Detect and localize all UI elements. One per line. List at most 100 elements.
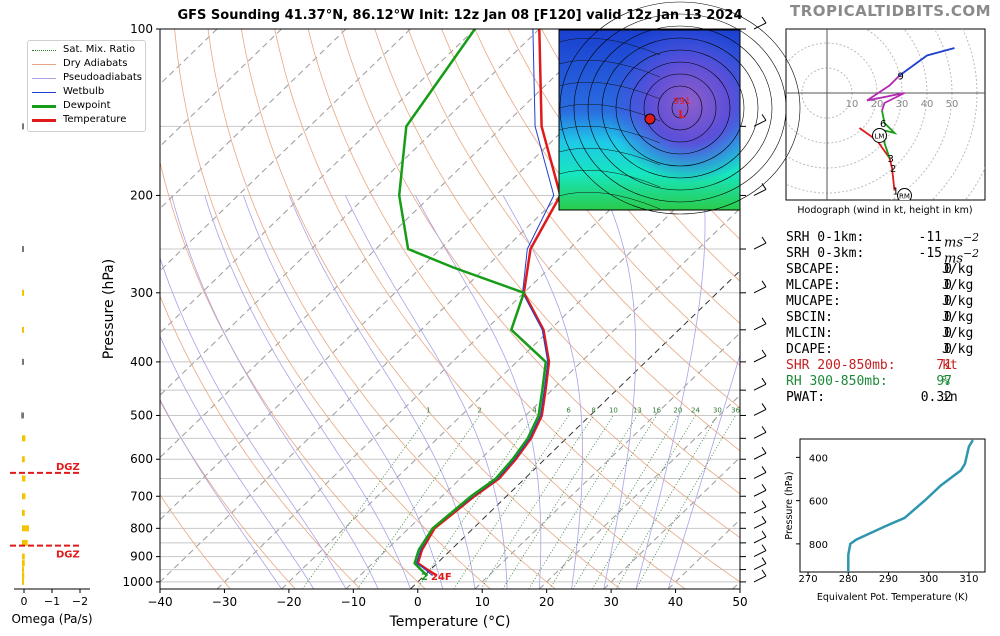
theta-e-frame [799, 438, 986, 573]
stat-unit: kt [942, 358, 958, 373]
stat-unit: J/kg [942, 326, 974, 341]
surface-dewpoint-label: 2 [421, 572, 428, 583]
x-tick-label: 10 [475, 595, 490, 609]
pseudoadiabat-line [603, 195, 637, 589]
theta-y-tick-label: 400 [809, 453, 828, 464]
stat-unit: J/kg [942, 278, 974, 293]
omega-bar [22, 475, 26, 482]
isotherm-line [160, 29, 605, 459]
hodograph-caption: Hodograph (wind in kt, height in km) [797, 205, 972, 216]
isotherm-line [160, 29, 347, 210]
isobar-contour [587, 25, 773, 191]
barb-feather [761, 349, 767, 357]
omega-bar [22, 572, 25, 579]
hodograph-ring-label: 10 [846, 99, 859, 110]
barb-staff [753, 286, 767, 294]
stat-value: 0 [944, 310, 952, 325]
state-border [558, 191, 661, 210]
stat-value: -11 [918, 230, 942, 245]
stat-sbcin: SBCIN: 0 J/kg [786, 310, 986, 326]
dry-adiabat-line [240, 29, 621, 589]
hodograph-ring-label: 10 [769, 99, 782, 110]
pseudoadiabat-line [204, 195, 411, 589]
mixing-ratio-line [453, 415, 569, 589]
barb-staff [753, 242, 767, 250]
omega-bar [22, 435, 26, 442]
y-tick-label: 200 [130, 188, 153, 202]
barb-feather [761, 377, 767, 385]
hodograph-height-label: 1 [893, 187, 899, 198]
legend-label: Wetbulb [63, 86, 105, 97]
barb-feather [761, 569, 767, 577]
barb-feather [761, 426, 767, 433]
stat-unit: J/kg [942, 342, 974, 357]
pseudoadiabat-line [502, 195, 583, 589]
isobar-contour [629, 61, 731, 155]
omega-plot: 0 −1 −2 DGZ DGZ Omega (Pa/s) [10, 123, 93, 626]
dry-adiabat-line [541, 29, 740, 282]
hodograph-ring-label: 40 [921, 99, 934, 110]
stat-unit: m.s−2 [944, 231, 979, 251]
skew-frame [159, 28, 741, 590]
theta-y-tick-label: 800 [809, 540, 828, 551]
mixing-ratio-line [357, 415, 481, 589]
legend-swatch [32, 78, 56, 79]
y-tick-label: 800 [130, 521, 153, 535]
theta-y-axis-label: Pressure (hPa) [784, 471, 795, 539]
barb-staff [753, 536, 767, 544]
mixing-ratio-line [549, 415, 658, 589]
wind-barb [753, 403, 767, 416]
theta-x-tick-label: 310 [959, 574, 978, 585]
wind-barb [753, 349, 767, 363]
barb-staff [753, 506, 767, 514]
stat-mlcape: MLCAPE: 0 J/kg [786, 278, 986, 294]
omega-bar [22, 493, 26, 500]
mixing-ratio-line [480, 415, 594, 589]
isotherm-line [281, 145, 740, 589]
barb-staff [753, 383, 767, 391]
barb-staff [753, 323, 767, 331]
dry-adiabat-line [341, 29, 740, 539]
stat-value: 0 [944, 262, 952, 277]
x-tick-label: −10 [341, 595, 366, 609]
mixing-ratio-line [572, 415, 679, 589]
state-border [558, 37, 661, 56]
stat-shr-200-850mb: SHR 200-850mb: 71 kt [786, 358, 986, 374]
barb-staff [753, 119, 767, 127]
stat-mlcin: MLCIN: 0 J/kg [786, 326, 986, 342]
stat-value: 71 [936, 358, 952, 373]
barb-feather [761, 16, 767, 24]
wind-barb [753, 446, 767, 460]
hodograph-ring-label: 30 [896, 99, 909, 110]
isobar-contour [573, 13, 787, 203]
storm-motion-label: LM [875, 133, 885, 141]
y-tick-label: 1000 [122, 575, 153, 589]
stat-dcape: DCAPE: 0 J/kg [786, 342, 986, 358]
dgz-label: DGZ [56, 462, 80, 473]
wind-barb [753, 569, 767, 583]
hodograph-ring-label: 50 [946, 99, 959, 110]
isotherm-line [160, 29, 476, 334]
hodograph-segment [881, 110, 898, 159]
isotherm-line [410, 270, 740, 589]
legend-swatch [32, 64, 56, 65]
hodograph-height-label: 9 [898, 72, 904, 83]
isotherm-line [160, 29, 411, 272]
chart-title: GFS Sounding 41.37°N, 86.12°W Init: 12z … [177, 8, 743, 23]
mixing-ratio-label: 16 [652, 406, 661, 414]
x-tick-label: −40 [147, 595, 172, 609]
wind-barb [753, 236, 767, 250]
barb-staff [753, 550, 767, 558]
omega-bar [22, 560, 25, 567]
barb-staff [753, 188, 767, 196]
barb-feather [761, 557, 767, 564]
stat-value: 0 [944, 342, 952, 357]
mixing-ratio-label: 4 [532, 406, 537, 414]
stat-label: SBCAPE: [786, 262, 841, 277]
state-border [558, 147, 661, 166]
x-tick-label: 40 [668, 595, 683, 609]
stat-label: SRH 0-3km: [786, 246, 865, 261]
stat-srh-0-3km: SRH 0-3km: -15 m.s−2 [786, 246, 986, 266]
mixing-ratio-line [528, 415, 638, 589]
isotherm-line [160, 29, 282, 148]
